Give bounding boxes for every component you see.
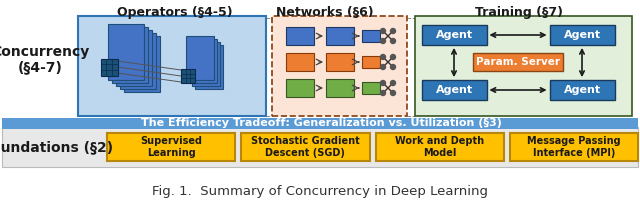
Text: Agent: Agent bbox=[563, 85, 600, 95]
Bar bbox=[192, 42, 220, 86]
Circle shape bbox=[390, 90, 396, 96]
Text: Foundations (§2): Foundations (§2) bbox=[0, 140, 113, 154]
Text: Work and Depth
Model: Work and Depth Model bbox=[395, 136, 484, 158]
Circle shape bbox=[381, 64, 385, 69]
Bar bbox=[100, 59, 118, 76]
Bar bbox=[286, 53, 314, 71]
Bar bbox=[241, 133, 369, 161]
Bar bbox=[473, 53, 563, 71]
Bar bbox=[362, 30, 380, 42]
Text: Supervised
Learning: Supervised Learning bbox=[140, 136, 202, 158]
Text: Stochastic Gradient
Descent (SGD): Stochastic Gradient Descent (SGD) bbox=[251, 136, 360, 158]
Bar bbox=[108, 24, 144, 80]
Bar bbox=[286, 79, 314, 97]
Bar bbox=[120, 33, 156, 89]
Text: Networks (§6): Networks (§6) bbox=[276, 6, 374, 19]
Bar bbox=[550, 25, 614, 45]
Bar bbox=[422, 80, 486, 100]
Bar bbox=[509, 133, 638, 161]
Circle shape bbox=[390, 55, 396, 60]
Circle shape bbox=[390, 39, 396, 43]
Bar bbox=[272, 16, 407, 116]
Circle shape bbox=[381, 90, 385, 96]
Circle shape bbox=[390, 81, 396, 85]
Circle shape bbox=[381, 39, 385, 43]
Bar bbox=[326, 53, 354, 71]
Text: Fig. 1.  Summary of Concurrency in Deep Learning: Fig. 1. Summary of Concurrency in Deep L… bbox=[152, 185, 488, 198]
Bar bbox=[362, 82, 380, 94]
Text: (§4-7): (§4-7) bbox=[17, 60, 63, 74]
Text: Concurrency: Concurrency bbox=[0, 45, 89, 59]
Text: Agent: Agent bbox=[435, 85, 472, 95]
Text: The Efficiency Tradeoff: Generalization vs. Utilization (§3): The Efficiency Tradeoff: Generalization … bbox=[141, 119, 501, 128]
Circle shape bbox=[390, 28, 396, 34]
Bar bbox=[286, 27, 314, 45]
Text: Agent: Agent bbox=[563, 30, 600, 40]
Bar bbox=[181, 69, 195, 83]
Text: Operators (§4-5): Operators (§4-5) bbox=[117, 6, 233, 19]
Bar bbox=[78, 16, 266, 116]
Bar bbox=[116, 30, 152, 86]
Bar bbox=[326, 27, 354, 45]
Bar bbox=[2, 127, 638, 167]
Bar bbox=[362, 56, 380, 68]
Bar bbox=[550, 80, 614, 100]
Bar bbox=[2, 118, 638, 129]
Circle shape bbox=[381, 28, 385, 34]
Bar bbox=[186, 36, 214, 80]
Bar bbox=[326, 79, 354, 97]
Bar bbox=[107, 133, 236, 161]
Text: Param. Server: Param. Server bbox=[476, 57, 560, 67]
Text: Agent: Agent bbox=[435, 30, 472, 40]
Bar bbox=[112, 27, 148, 83]
Text: Message Passing
Interface (MPI): Message Passing Interface (MPI) bbox=[527, 136, 621, 158]
Bar bbox=[415, 16, 632, 116]
Text: Training (§7): Training (§7) bbox=[475, 6, 563, 19]
Bar bbox=[422, 25, 486, 45]
Bar bbox=[376, 133, 504, 161]
Bar bbox=[189, 39, 217, 83]
Circle shape bbox=[381, 81, 385, 85]
Circle shape bbox=[390, 64, 396, 69]
Bar bbox=[124, 36, 160, 92]
Bar bbox=[195, 45, 223, 89]
Circle shape bbox=[381, 55, 385, 60]
